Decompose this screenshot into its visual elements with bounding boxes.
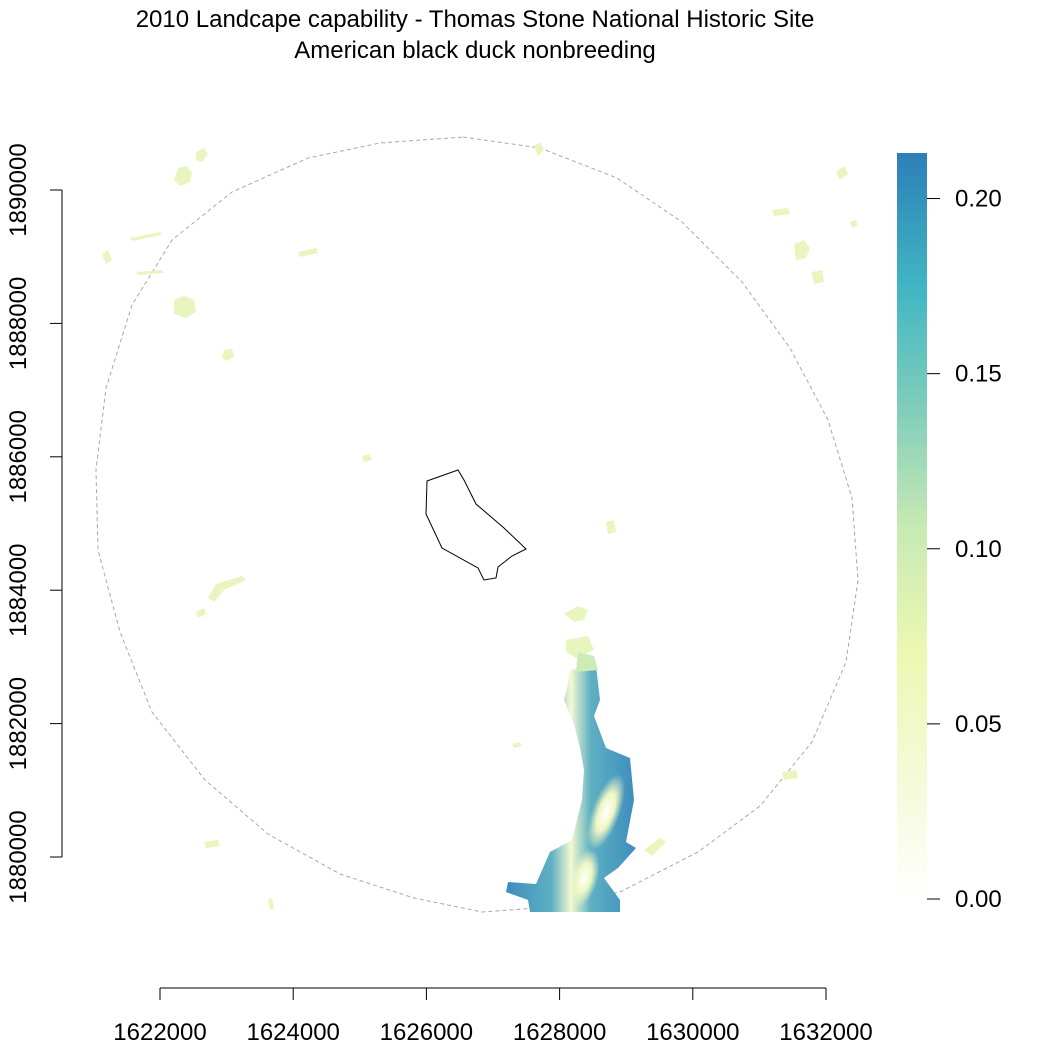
y-tick-label: 1884000 bbox=[5, 543, 32, 636]
y-tick-label: 1882000 bbox=[5, 677, 32, 770]
patch bbox=[534, 142, 544, 156]
colorbar-tick-label: 0.00 bbox=[955, 886, 1002, 913]
x-tick-label: 1630000 bbox=[646, 1019, 739, 1046]
y-axis: 1880000 1882000 1884000 1886000 1888000 18900… bbox=[5, 143, 63, 904]
colorbar bbox=[897, 153, 927, 899]
colorbar-tick-label: 0.20 bbox=[955, 186, 1002, 213]
patch bbox=[298, 248, 318, 257]
patch bbox=[644, 838, 666, 856]
patch bbox=[174, 296, 196, 318]
patch bbox=[136, 270, 164, 275]
patch bbox=[362, 454, 372, 462]
map-title: 2010 Landcape capability - Thomas Stone … bbox=[135, 6, 815, 33]
river-channel bbox=[506, 666, 636, 912]
patch bbox=[208, 576, 246, 602]
x-axis: 1622000 1624000 1626000 1628000 1630000 16320… bbox=[113, 987, 873, 1046]
patch bbox=[772, 208, 790, 216]
patch bbox=[204, 840, 220, 848]
colorbar-legend: 0.00 0.05 0.10 0.15 0.20 bbox=[897, 153, 1002, 913]
colorbar-tick-label: 0.10 bbox=[955, 536, 1002, 563]
patch bbox=[102, 250, 112, 264]
map-subtitle: American black duck nonbreeding bbox=[294, 37, 656, 64]
capability-patches bbox=[102, 142, 858, 910]
patch bbox=[564, 606, 588, 622]
patch bbox=[782, 770, 798, 780]
patch bbox=[836, 166, 848, 180]
x-tick-label: 1628000 bbox=[513, 1019, 606, 1046]
river-core-lower bbox=[568, 848, 600, 908]
y-tick-label: 1888000 bbox=[5, 277, 32, 370]
title-block: 2010 Landcape capability - Thomas Stone … bbox=[0, 4, 950, 66]
capability-river bbox=[506, 652, 636, 912]
buffer-boundary bbox=[95, 136, 859, 913]
patch bbox=[566, 636, 594, 658]
river-upper-fringe bbox=[576, 652, 598, 672]
river-core-upper bbox=[587, 774, 625, 850]
park-boundary bbox=[425, 469, 527, 581]
patch bbox=[174, 166, 192, 186]
y-tick-label: 1886000 bbox=[5, 410, 32, 503]
y-tick-label: 1880000 bbox=[5, 810, 32, 903]
x-tick-label: 1632000 bbox=[779, 1019, 872, 1046]
patch bbox=[850, 220, 858, 228]
patch bbox=[812, 270, 824, 284]
x-tick-label: 1624000 bbox=[246, 1019, 339, 1046]
colorbar-tick-label: 0.15 bbox=[955, 361, 1002, 388]
x-tick-label: 1622000 bbox=[113, 1019, 206, 1046]
patch bbox=[512, 742, 522, 748]
patch bbox=[196, 608, 206, 618]
patch bbox=[268, 898, 274, 910]
x-tick-label: 1626000 bbox=[380, 1019, 473, 1046]
patch bbox=[222, 349, 234, 361]
patch bbox=[606, 520, 616, 534]
patch bbox=[794, 240, 810, 260]
colorbar-tick-label: 0.05 bbox=[955, 711, 1002, 738]
y-tick-label: 1890000 bbox=[5, 143, 32, 236]
patch bbox=[130, 232, 162, 241]
patch bbox=[196, 148, 208, 162]
